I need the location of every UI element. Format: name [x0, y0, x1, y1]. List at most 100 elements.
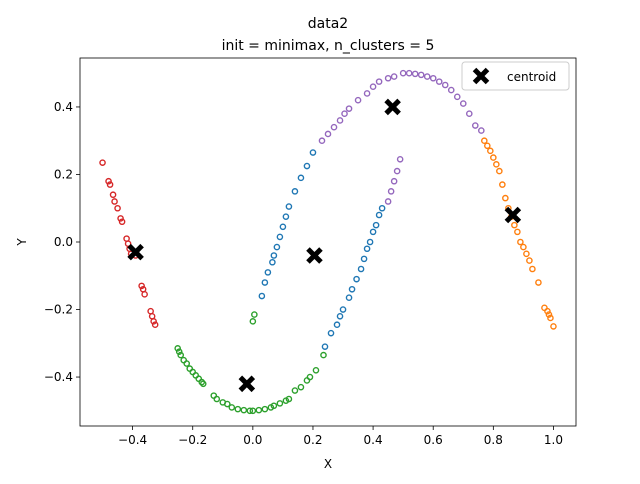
data-point [183, 360, 191, 367]
data-point [535, 279, 542, 286]
data-point [255, 406, 263, 414]
centroid-marker [238, 375, 256, 393]
data-point [429, 74, 437, 82]
data-point [223, 400, 231, 408]
data-point [490, 154, 497, 161]
data-point [269, 258, 276, 266]
data-point [249, 318, 257, 325]
data-point [411, 70, 419, 78]
y-axis-label: Y [15, 238, 29, 247]
data-point [502, 194, 509, 202]
data-point [339, 306, 347, 313]
y-tick-label: −0.4 [44, 370, 73, 384]
data-point [279, 223, 287, 231]
data-point [345, 294, 353, 302]
data-point [369, 83, 377, 90]
y-tick-label: 0.0 [54, 235, 73, 249]
legend: centroid [461, 61, 570, 91]
data-point [276, 233, 284, 241]
data-point [393, 167, 401, 175]
data-point [228, 404, 236, 411]
data-point [487, 147, 494, 155]
data-point [321, 343, 329, 350]
x-tick-label: 0.4 [364, 433, 383, 447]
data-point [390, 177, 398, 185]
y-tick-label: 0.4 [54, 100, 73, 114]
data-point [348, 285, 356, 293]
data-point [499, 181, 506, 188]
data-point [114, 204, 121, 212]
data-point [336, 312, 344, 320]
data-point [357, 265, 365, 273]
data-point [375, 78, 383, 85]
data-point [520, 243, 527, 251]
data-point [496, 167, 503, 175]
data-point [363, 245, 371, 253]
plot-area: −0.4 −0.2 0.0 0.2 0.4 0.6 0.8 1.0 −0.4 −0.2 0.0 0.2… [44, 57, 577, 447]
data-point [372, 221, 380, 229]
data-point [484, 142, 491, 150]
data-point [258, 292, 266, 300]
data-point [261, 405, 269, 413]
data-point [405, 69, 413, 77]
data-point [276, 400, 284, 407]
data-point [526, 257, 533, 264]
data-point [447, 86, 455, 94]
data-point [396, 155, 404, 163]
centroid-marker [504, 206, 522, 224]
data-point [174, 345, 181, 352]
x-tick-label: 0.0 [243, 433, 262, 447]
data-point [251, 311, 258, 318]
data-point [547, 314, 554, 322]
y-tick-label: −0.2 [44, 303, 73, 317]
data-point [471, 122, 479, 129]
data-point [465, 110, 473, 118]
data-point [453, 93, 461, 101]
data-point [324, 130, 332, 138]
data-point [514, 228, 521, 236]
data-point [249, 407, 257, 415]
data-point [111, 198, 118, 205]
centroid-marker [306, 247, 323, 264]
data-point [384, 198, 392, 205]
data-point [291, 188, 299, 195]
data-point [99, 159, 106, 166]
legend-frame [461, 61, 570, 91]
data-point [106, 181, 114, 188]
data-point [246, 407, 254, 415]
data-point [312, 366, 320, 374]
data-point [109, 191, 117, 199]
legend-centroid-label: centroid [507, 70, 556, 84]
data-point [270, 402, 278, 410]
data-point [375, 211, 383, 219]
x-tick-label: 1.0 [544, 433, 563, 447]
data-point [297, 174, 305, 182]
data-point [327, 329, 335, 337]
data-point [369, 228, 377, 236]
data-point [141, 291, 148, 298]
data-point [297, 383, 305, 391]
data-point [363, 90, 371, 97]
data-point [345, 105, 353, 112]
data-point [336, 117, 344, 124]
data-point [550, 323, 557, 330]
data-point [264, 269, 272, 276]
data-point [151, 321, 159, 329]
data-point [481, 137, 488, 145]
data-point [423, 73, 431, 80]
data-point [234, 405, 242, 413]
data-point [354, 96, 362, 104]
data-point [459, 100, 467, 107]
data-point [138, 282, 145, 290]
data-point [285, 203, 293, 210]
data-point [523, 250, 530, 258]
x-tick-label: 0.8 [484, 433, 503, 447]
data-point [318, 137, 326, 145]
data-point [511, 221, 518, 229]
data-point [175, 348, 183, 356]
x-axis-label: X [324, 457, 332, 471]
data-point [282, 213, 290, 220]
centroid-marker [384, 98, 401, 116]
data-point [309, 149, 317, 156]
